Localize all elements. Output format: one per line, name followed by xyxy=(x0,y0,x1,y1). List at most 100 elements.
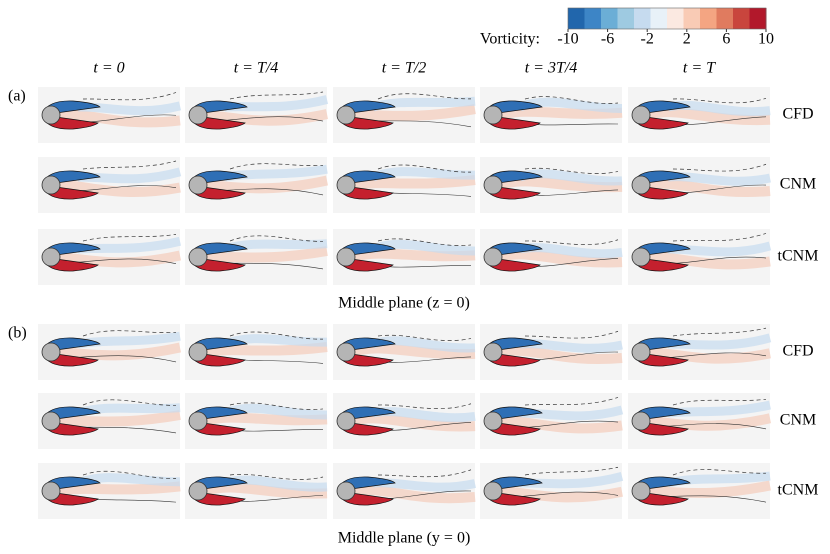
wake-dash xyxy=(377,238,472,246)
colorbar-tick-label: 2 xyxy=(683,31,691,48)
cylinder xyxy=(188,481,208,501)
wake-dash xyxy=(377,93,472,100)
cylinder xyxy=(188,342,208,362)
colorbar-band xyxy=(683,8,701,29)
wake-contour xyxy=(647,251,771,270)
wake-dash xyxy=(377,164,472,173)
wake-dash xyxy=(229,331,324,340)
row-label: CNM xyxy=(780,176,816,193)
wake-dash xyxy=(377,403,472,409)
colorbar-tick-label: -10 xyxy=(557,31,578,48)
colorbar-tick-label: 6 xyxy=(722,31,730,48)
wake-contour xyxy=(57,250,182,268)
wake-dash xyxy=(82,330,177,337)
colorbar-band xyxy=(634,8,651,29)
cylinder xyxy=(41,175,61,195)
wake-dash xyxy=(229,474,324,480)
wake-contour xyxy=(498,106,623,120)
group-caption: Middle plane (y = 0) xyxy=(338,530,471,547)
wake-contour xyxy=(57,481,181,496)
wake-dash xyxy=(524,466,619,476)
wake-dash xyxy=(672,163,767,172)
wake-contour xyxy=(203,412,328,426)
column-header: t = T xyxy=(683,60,716,77)
wake-contour xyxy=(647,347,771,364)
panels: t = 0 t = T/4 t = T/2 t = 3T/4 t = T (a) CFD CN… xyxy=(8,60,818,547)
wake-dash xyxy=(524,330,619,339)
column-header: t = 0 xyxy=(93,60,124,77)
wake-dash xyxy=(82,160,177,170)
group-label: (b) xyxy=(8,325,27,342)
colorbar-band xyxy=(667,8,684,29)
wake-dash xyxy=(524,96,619,104)
wake-contour xyxy=(498,249,623,268)
cylinder xyxy=(483,481,503,501)
colorbar-tick-label: 10 xyxy=(758,31,774,48)
colorbar-band xyxy=(584,8,602,29)
wake-dash xyxy=(524,167,619,174)
colorbar-tick-label: -6 xyxy=(601,31,614,48)
wake-contour xyxy=(352,104,476,121)
cylinder xyxy=(336,411,356,431)
colorbar-band xyxy=(700,8,717,29)
wake-dash xyxy=(672,98,767,104)
wake-contour xyxy=(647,413,772,431)
cylinder xyxy=(188,247,208,267)
cylinder xyxy=(336,175,356,195)
wake-contour xyxy=(499,486,623,503)
colorbar-band xyxy=(733,8,750,29)
wake-contour xyxy=(646,178,771,198)
wake-dash xyxy=(377,469,472,478)
cylinder xyxy=(631,342,651,362)
wake-contour xyxy=(57,179,181,197)
cylinder xyxy=(631,175,651,195)
row-label: tCNM xyxy=(778,248,819,265)
row-label: tCNM xyxy=(778,482,819,499)
wake-contour xyxy=(204,342,328,357)
colorbar-band xyxy=(617,8,635,29)
wake-dash xyxy=(377,334,472,341)
cylinder xyxy=(41,105,61,125)
wake-dash xyxy=(229,91,324,100)
wake-dash xyxy=(229,235,324,242)
colorbar-band xyxy=(601,8,618,29)
wake-contour xyxy=(204,175,329,194)
wake-contour xyxy=(351,248,476,262)
row-label: CNM xyxy=(780,412,816,429)
group-label: (a) xyxy=(8,88,26,105)
cylinder xyxy=(41,481,61,501)
wake-dash xyxy=(524,397,619,406)
row-label: CFD xyxy=(782,106,813,123)
row-label: CFD xyxy=(782,343,813,360)
cylinder xyxy=(631,247,651,267)
wake-dash xyxy=(672,469,767,476)
cylinder xyxy=(483,105,503,125)
wake-contour xyxy=(203,482,328,499)
wake-dash xyxy=(524,239,619,245)
cylinder xyxy=(631,481,651,501)
cylinder xyxy=(336,105,356,125)
colorbar-band xyxy=(650,8,668,29)
wake-dash xyxy=(82,399,177,406)
cylinder xyxy=(483,175,503,195)
column-header: t = T/2 xyxy=(382,60,427,77)
wake-contour xyxy=(646,107,771,126)
wake-dash xyxy=(82,234,177,242)
wake-contour xyxy=(57,109,181,128)
group-caption: Middle plane (z = 0) xyxy=(338,295,470,312)
wake-contour xyxy=(351,343,476,360)
cylinder xyxy=(41,342,61,362)
wake-contour xyxy=(647,480,771,499)
wake-dash xyxy=(672,398,767,406)
cylinder xyxy=(631,105,651,125)
wake-contour xyxy=(498,345,623,365)
cylinder xyxy=(336,481,356,501)
wake-dash xyxy=(672,233,767,242)
colorbar-frame xyxy=(567,7,767,30)
cylinder xyxy=(188,105,208,125)
cylinder xyxy=(41,411,61,431)
wake-dash xyxy=(82,92,177,101)
cylinder xyxy=(41,247,61,267)
colorbar-band xyxy=(568,8,585,29)
